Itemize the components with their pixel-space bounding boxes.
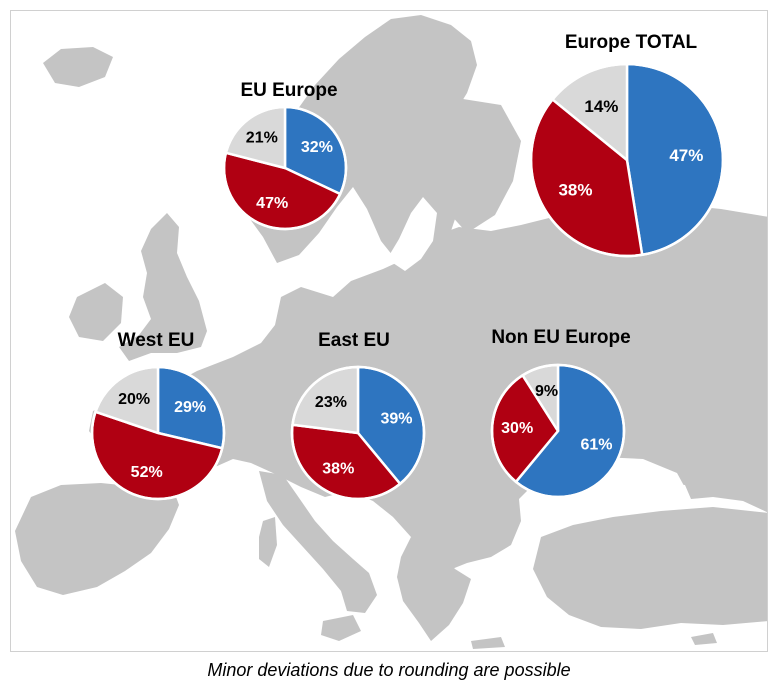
- pie-label-europe-total-2: 14%: [584, 97, 618, 116]
- pie-label-eu-europe-2: 21%: [246, 130, 278, 147]
- pie-title-europe-total: Europe TOTAL: [564, 32, 698, 53]
- pie-label-non-eu-europe-0: 61%: [580, 436, 612, 453]
- pie-label-europe-total-1: 38%: [558, 180, 592, 199]
- pie-title-eu-europe: EU Europe: [240, 80, 338, 101]
- pie-label-west-eu-1: 52%: [131, 464, 163, 481]
- pie-title-east-eu: East EU: [318, 330, 390, 351]
- pie-outline-eu-europe: [222, 105, 348, 231]
- pie-outline-non-eu-europe: [490, 363, 626, 499]
- pie-label-west-eu-2: 20%: [118, 391, 150, 408]
- pie-label-eu-europe-0: 32%: [301, 139, 333, 156]
- pie-label-east-eu-0: 39%: [380, 411, 412, 428]
- europe-map: 32% 47% 21% 47% 38% 14% 29% 52% 20% 39% 38% 23% 61% 3…: [15, 15, 767, 649]
- footnote: Minor deviations due to rounding are pos…: [207, 660, 571, 680]
- pie-outline-europe-total: [529, 62, 725, 258]
- pie-label-east-eu-1: 38%: [322, 460, 354, 477]
- pie-label-eu-europe-1: 47%: [256, 195, 288, 212]
- map-frame: 32% 47% 21% 47% 38% 14% 29% 52% 20% 39% 38% 23% 61% 3…: [10, 10, 768, 652]
- pie-title-west-eu: West EU: [117, 330, 195, 351]
- pie-label-west-eu-0: 29%: [174, 399, 206, 416]
- baltic-sea: [387, 197, 437, 271]
- pie-outline-west-eu: [90, 365, 226, 501]
- pie-outline-east-eu: [290, 365, 426, 501]
- pie-label-non-eu-europe-2: 9%: [535, 383, 558, 400]
- pie-label-east-eu-2: 23%: [315, 394, 347, 411]
- pie-charts: 32% 47% 21% 47% 38% 14% 29% 52% 20% 39% 38% 23% 61% 3…: [90, 62, 725, 501]
- pie-label-non-eu-europe-1: 30%: [501, 420, 533, 437]
- pie-label-europe-total-0: 47%: [669, 146, 703, 165]
- pie-title-non-eu-europe: Non EU Europe: [491, 327, 631, 348]
